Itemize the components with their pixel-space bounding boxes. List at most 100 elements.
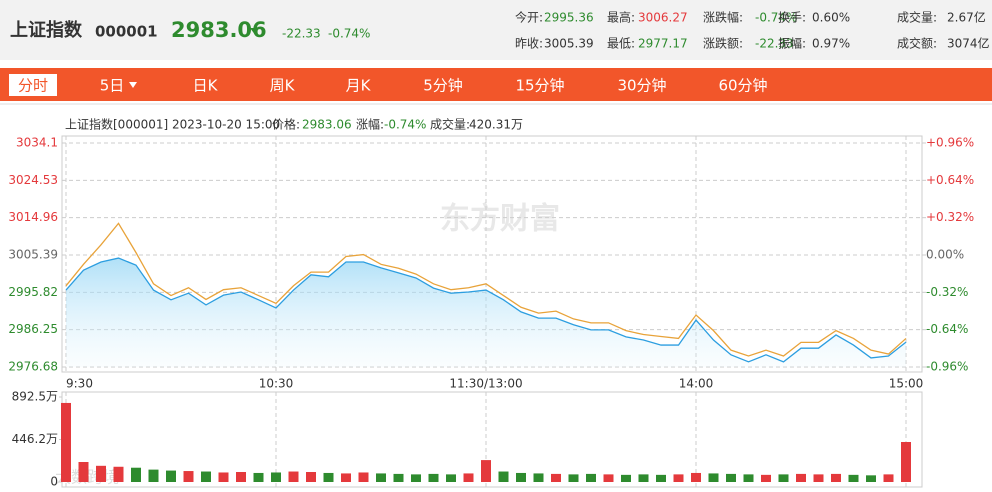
volume-tick-label: 892.5万 [12,390,58,404]
tab[interactable]: 月K [346,77,372,95]
stat-value: 0.97% [812,37,850,51]
index-name: 上证指数 [10,19,83,41]
y-tick-label: 3005.39 [8,248,58,262]
volume-bar [796,473,806,482]
stat-label: 最高: [607,10,635,25]
volume-bar [253,472,264,482]
stat-label: 成交量: [897,10,937,25]
tab[interactable]: 5分钟 [423,77,463,95]
active-tab-bg [9,74,57,96]
volume-bar [201,471,211,482]
y2-tick-label: +0.96% [926,136,974,150]
stat-value: 3006.27 [638,11,688,25]
volume-bar [568,474,579,482]
volume-bar [148,469,159,482]
y2-tick-label: -0.64% [926,322,968,336]
volume-bar [883,474,894,482]
volume-tick-label: 446.2万 [12,432,58,446]
stat-label: 今开: [515,10,543,25]
info-volume: 420.31万 [469,118,523,132]
x-tick-label: 15:00 [889,377,924,391]
volume-bar [323,472,334,482]
tab[interactable]: 周K [270,77,296,95]
y-tick-label: 3024.53 [8,173,58,187]
plot-frame [61,135,923,373]
volume-bar [236,472,246,482]
stat-value: 2.67亿 [947,10,986,25]
y2-tick-label: +0.64% [926,173,974,187]
price-area [66,258,906,367]
y-tick-label: 3014.96 [8,210,58,224]
volume-bar [61,402,71,482]
info-price: 2983.06 [302,118,352,132]
volume-bar [113,466,124,482]
volume-bar [813,474,824,482]
tab[interactable]: 日K [193,77,219,95]
info-pct: -0.74% [384,118,426,132]
volume-bar [848,474,859,482]
volume-bar [411,474,421,482]
info-name: 上证指数[000001] [65,117,168,132]
volume-bar [481,460,491,482]
volume-bar [551,473,561,482]
volume-bar [866,475,876,482]
volume-bar [831,473,841,482]
stat-value: 0.60% [812,11,850,25]
stat-label: 涨跌幅: [703,10,743,25]
volume-bar [621,474,631,482]
series-line [65,222,907,357]
stat-label: 振幅: [778,36,806,51]
y2-tick-label: -0.96% [926,360,968,374]
volume-bar [638,474,649,482]
tab[interactable]: 分时 [18,77,48,95]
y-tick-label: 2976.68 [8,360,58,374]
volume-bar [341,473,351,482]
tab[interactable]: 15分钟 [515,77,564,95]
volume-bar [218,472,229,482]
tab[interactable]: 5日 [100,77,125,95]
stat-label: 成交额: [897,36,937,51]
volume-bar [358,472,369,482]
volume-bar [376,473,386,482]
watermark: 东方财富 [440,202,560,237]
y2-tick-label: -0.32% [926,285,968,299]
volume-bar [498,471,509,482]
volume-bar [761,474,771,482]
tab[interactable]: 60分钟 [718,77,767,95]
volume-bar [393,473,404,482]
y2-tick-label: 0.00% [926,248,964,262]
stat-value: 2995.36 [544,11,594,25]
series-line [65,257,907,363]
tab-dropdown [129,82,137,88]
stat-label: 昨收: [515,37,543,51]
info-datetime: 2023-10-20 15:00 [172,118,280,132]
volume-bar [673,474,684,482]
volume-bar [288,471,299,482]
volume-bar [428,473,439,482]
x-tick-label: 11:30/13:00 [449,377,522,391]
tab[interactable]: 30分钟 [617,77,666,95]
volume-bar [446,474,456,482]
index-code: 000001 [95,23,158,41]
volume-bar [691,472,701,482]
info-price-label: 价格: [272,117,300,132]
volume-bar [78,462,89,482]
header-bg [0,0,992,60]
down-arrow [250,28,259,34]
content: 上证指数 000001 2983.06 -22.33 -0.74% 今开: 2995.36 最… [8,10,989,489]
info-volume-label: 成交量: [430,117,470,132]
y-tick-label: 2986.25 [8,322,58,336]
stat-label: 最低: [607,37,635,51]
index-change-pct: -0.74% [328,27,370,41]
volume-bar [586,473,596,482]
volume-bar [743,474,754,482]
volume-bar [778,474,789,482]
volume-bar [166,470,176,482]
y-tick-label: 3034.1 [16,136,58,150]
stat-value: -22.33 [755,37,794,51]
stat-label: 涨跌额: [703,36,743,51]
volume-bar [533,473,544,482]
volume-bar [96,465,106,482]
volume-bar [516,472,526,482]
